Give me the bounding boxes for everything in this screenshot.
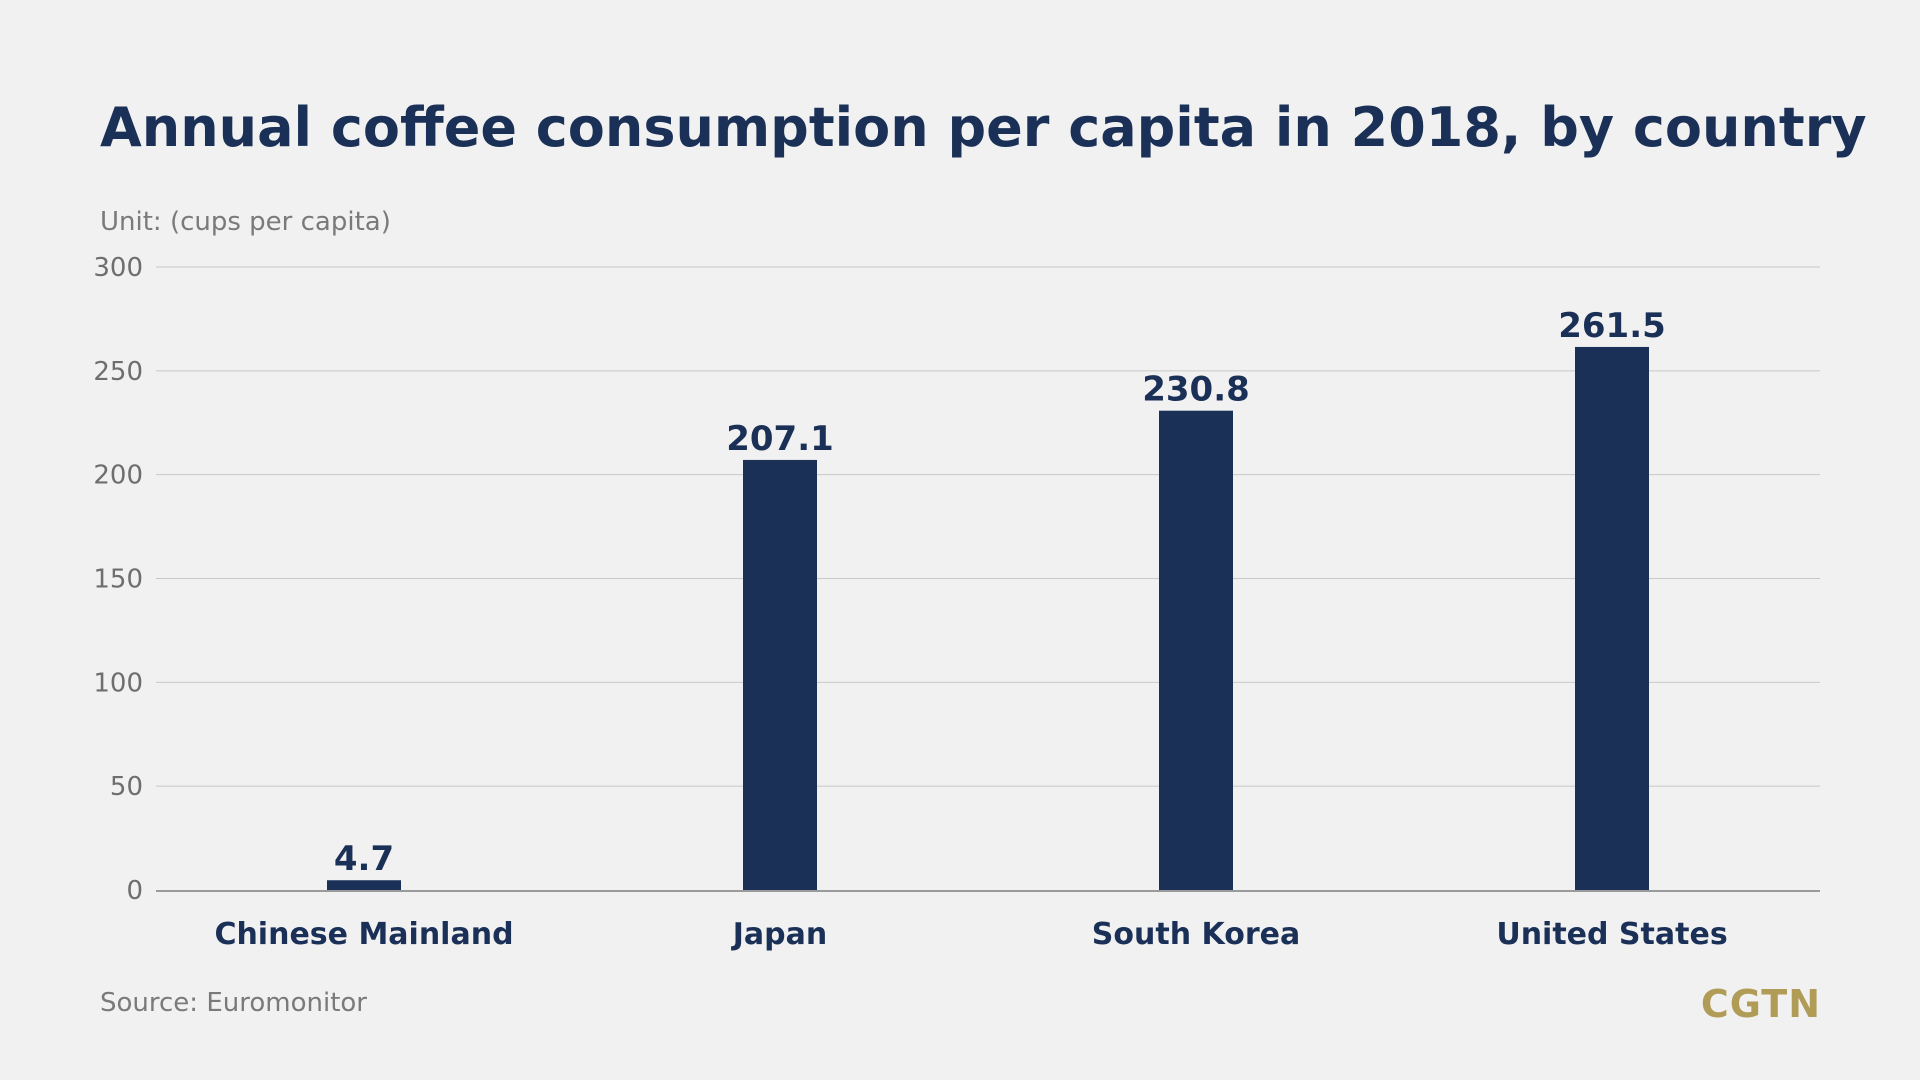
bars [327,346,1649,890]
x-tick-label: Japan [731,917,827,952]
value-labels: 4.7 207.1 230.8 261.5 [334,306,1666,879]
data-label: 4.7 [334,839,394,879]
category-labels: Chinese Mainland Japan South Korea United S… [214,917,1727,952]
bar [1159,410,1233,890]
y-tick-label: 300 [93,253,143,283]
y-axis-ticks: 0 50 100 150 200 250 300 [93,253,143,906]
unit-label: Unit: (cups per capita) [100,207,391,237]
data-label: 207.1 [726,419,834,459]
y-tick-label: 200 [93,461,143,491]
bar [1575,346,1649,890]
chart-title: Annual coffee consumption per capita in … [100,96,1867,159]
data-label: 230.8 [1142,370,1250,410]
bar [327,880,401,890]
x-tick-label: Chinese Mainland [214,917,513,952]
source-note: Source: Euromonitor [100,988,367,1018]
x-tick-label: South Korea [1092,917,1300,952]
y-tick-label: 250 [93,357,143,387]
y-tick-label: 0 [126,876,143,906]
x-tick-label: United States [1496,917,1727,952]
y-tick-label: 150 [93,565,143,595]
gridlines [156,266,1820,787]
y-tick-label: 100 [93,668,143,698]
bar [743,459,817,890]
cgtn-logo: CGTN [1700,982,1821,1026]
data-label: 261.5 [1558,306,1666,346]
y-tick-label: 50 [110,772,143,802]
